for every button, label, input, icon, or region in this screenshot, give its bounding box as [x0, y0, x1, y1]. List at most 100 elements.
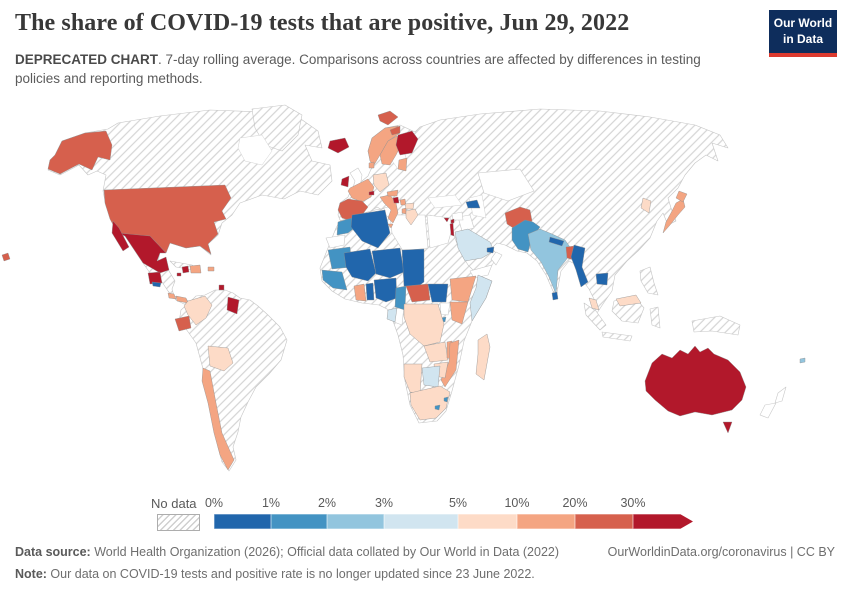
- country-ireland[interactable]: [340, 175, 350, 188]
- island-java[interactable]: [601, 331, 633, 342]
- island-sumatra[interactable]: [583, 302, 607, 331]
- country-malaysia-peninsula[interactable]: [588, 297, 600, 311]
- country-denmark[interactable]: [368, 161, 375, 169]
- country-madagascar[interactable]: [475, 333, 491, 381]
- island-new-guinea[interactable]: [691, 315, 741, 336]
- country-syria[interactable]: [451, 211, 464, 221]
- country-guatemala[interactable]: [147, 271, 163, 285]
- country-colombia[interactable]: [183, 295, 213, 326]
- country-ghana[interactable]: [353, 283, 367, 302]
- country-uganda[interactable]: [439, 302, 451, 316]
- country-senegal-guinea[interactable]: [321, 269, 348, 291]
- country-gabon[interactable]: [386, 307, 398, 323]
- country-western-sahara[interactable]: [325, 234, 346, 249]
- country-south-sudan[interactable]: [427, 283, 449, 303]
- country-australia[interactable]: [644, 345, 747, 417]
- country-malaysia-borneo[interactable]: [615, 294, 642, 307]
- country-panama[interactable]: [175, 295, 189, 304]
- country-australia-tasmania[interactable]: [722, 421, 733, 434]
- footer-note-text: Our data on COVID-19 tests and positive …: [46, 567, 535, 581]
- legend-segment-0-1%[interactable]: [214, 514, 271, 529]
- country-saudi-arabia[interactable]: [454, 228, 495, 262]
- country-italy[interactable]: [379, 194, 399, 224]
- country-jamaica[interactable]: [176, 272, 182, 277]
- country-haiti[interactable]: [181, 265, 190, 274]
- country-guyana[interactable]: [226, 296, 240, 315]
- country-bulgaria[interactable]: [404, 202, 415, 210]
- legend-no-data-label: No data: [151, 496, 197, 511]
- country-south-korea[interactable]: [640, 197, 652, 214]
- country-puerto-rico[interactable]: [207, 266, 215, 272]
- country-mexico[interactable]: [117, 232, 170, 274]
- country-mexico-baja[interactable]: [111, 220, 130, 252]
- country-japan-hokkaido[interactable]: [675, 190, 688, 203]
- country-somalia[interactable]: [469, 274, 493, 322]
- country-uae[interactable]: [486, 246, 495, 254]
- country-new-zealand[interactable]: [774, 386, 787, 404]
- country-baltic-states[interactable]: [397, 157, 408, 172]
- country-nigeria[interactable]: [373, 277, 398, 303]
- country-mali[interactable]: [343, 248, 377, 282]
- country-finland[interactable]: [395, 130, 419, 156]
- country-ecuador[interactable]: [174, 315, 192, 332]
- legend-segment->30%[interactable]: [633, 514, 693, 529]
- country-austria[interactable]: [386, 189, 399, 197]
- country-eswatini[interactable]: [443, 396, 449, 403]
- country-sri-lanka[interactable]: [551, 291, 559, 301]
- country-fiji[interactable]: [799, 357, 806, 364]
- country-south-africa[interactable]: [409, 385, 451, 421]
- country-egypt[interactable]: [426, 214, 453, 249]
- country-israel[interactable]: [449, 222, 455, 237]
- country-italy-sicily[interactable]: [387, 223, 394, 229]
- country-kenya[interactable]: [449, 301, 469, 325]
- country-dominican-republic[interactable]: [189, 264, 202, 274]
- country-cambodia[interactable]: [595, 272, 609, 286]
- country-central-african-republic[interactable]: [405, 283, 431, 303]
- country-drc[interactable]: [403, 303, 445, 347]
- country-greece[interactable]: [405, 208, 419, 226]
- country-france[interactable]: [347, 178, 375, 203]
- country-cyprus[interactable]: [443, 217, 450, 223]
- legend-segment-2-3%[interactable]: [327, 514, 384, 529]
- country-el-salvador[interactable]: [151, 281, 162, 288]
- country-nepal[interactable]: [548, 236, 565, 247]
- country-myanmar[interactable]: [570, 244, 589, 288]
- legend-segment-20-30%[interactable]: [575, 514, 633, 529]
- country-oman[interactable]: [490, 251, 503, 266]
- country-trinidad[interactable]: [218, 284, 225, 291]
- country-croatia[interactable]: [392, 196, 400, 204]
- country-costa-rica[interactable]: [167, 292, 177, 300]
- country-lesotho[interactable]: [434, 404, 441, 411]
- country-japan-honshu[interactable]: [662, 198, 686, 234]
- owid-logo[interactable]: Our World in Data: [769, 10, 837, 58]
- country-albania[interactable]: [401, 207, 407, 215]
- legend-segment-10-20%[interactable]: [517, 514, 575, 529]
- footer-license-link[interactable]: OurWorldinData.org/coronavirus | CC BY: [607, 545, 835, 559]
- country-us-alaska[interactable]: [47, 130, 113, 175]
- island-philippines[interactable]: [639, 266, 659, 296]
- island-sulawesi[interactable]: [649, 306, 661, 329]
- country-lebanon[interactable]: [450, 218, 455, 224]
- country-germany[interactable]: [372, 172, 390, 193]
- country-switzerland[interactable]: [368, 190, 375, 196]
- country-algeria[interactable]: [350, 209, 391, 249]
- country-norway-north[interactable]: [389, 125, 401, 136]
- country-iceland[interactable]: [327, 137, 350, 154]
- country-yemen[interactable]: [469, 264, 493, 279]
- legend-segment-1-2%[interactable]: [271, 514, 327, 529]
- country-togo-benin[interactable]: [365, 282, 375, 301]
- legend-segment-3-5%[interactable]: [384, 514, 458, 529]
- country-botswana[interactable]: [421, 365, 441, 388]
- territory-svalbard[interactable]: [377, 110, 399, 126]
- country-niger[interactable]: [371, 247, 405, 279]
- country-azerbaijan[interactable]: [465, 199, 481, 209]
- country-us-hawaii[interactable]: [1, 252, 11, 262]
- country-bolivia[interactable]: [207, 345, 234, 372]
- country-chile[interactable]: [201, 367, 235, 471]
- country-zambia[interactable]: [423, 341, 449, 363]
- country-chad[interactable]: [401, 248, 425, 289]
- legend-segment-5-10%[interactable]: [458, 514, 517, 529]
- country-new-zealand[interactable]: [759, 402, 777, 419]
- legend-no-data-swatch[interactable]: [157, 514, 200, 531]
- region-central-asia[interactable]: [477, 168, 535, 202]
